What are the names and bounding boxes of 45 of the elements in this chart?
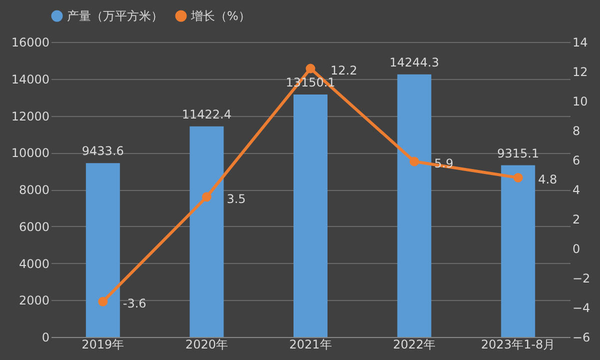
y2-tick-label: 12 xyxy=(572,65,588,79)
y2-tick-label: 4 xyxy=(572,183,580,197)
data-label: 9433.6 xyxy=(82,144,124,158)
y-tick-label: 8000 xyxy=(18,183,50,197)
y-tick-label: 14000 xyxy=(11,72,50,86)
point xyxy=(410,156,420,166)
data-label: 12.2 xyxy=(330,64,358,78)
bar xyxy=(86,163,120,337)
y2-tick-label: −2 xyxy=(572,272,590,286)
point xyxy=(306,64,316,74)
y-tick-label: 16000 xyxy=(11,36,50,50)
data-label: 14244.3 xyxy=(389,55,440,70)
x-tick-label: 2020年 xyxy=(185,338,228,352)
x-tick-label: 2022年 xyxy=(393,338,436,352)
bar xyxy=(190,126,224,337)
y2-tick-label: 10 xyxy=(572,94,588,108)
y2-tick-label: 6 xyxy=(572,154,580,168)
y2-tick-label: 0 xyxy=(572,242,580,256)
bar xyxy=(294,94,328,337)
y-tick-label: 6000 xyxy=(18,220,50,234)
x-tick-label: 2023年1-8月 xyxy=(481,338,556,352)
y-tick-label: 2000 xyxy=(18,294,50,308)
data-label: -3.6 xyxy=(122,296,146,311)
data-label: 4.8 xyxy=(538,172,558,187)
data-label: 11422.4 xyxy=(182,107,232,122)
y2-tick-label: −6 xyxy=(572,330,590,344)
legend-label: 增长（%） xyxy=(190,9,250,23)
data-label: 9315.1 xyxy=(497,146,540,160)
data-label: 3.5 xyxy=(226,192,246,206)
bar xyxy=(501,165,536,337)
y-tick-label: 12000 xyxy=(11,109,50,124)
point xyxy=(98,296,108,306)
y2-tick-label: −4 xyxy=(572,301,590,315)
y-tick-label: 4000 xyxy=(18,256,50,271)
bar xyxy=(397,74,432,337)
point xyxy=(513,172,523,182)
y2-tick-label: 8 xyxy=(572,124,580,138)
y2-tick-label: 2 xyxy=(572,212,580,226)
y2-tick-label: 14 xyxy=(572,36,588,50)
y-tick-label: 0 xyxy=(42,330,50,344)
x-tick-label: 2021年 xyxy=(289,338,332,352)
point xyxy=(202,192,212,202)
legend-label: 产量（万平方米） xyxy=(67,9,163,23)
y-tick-label: 10000 xyxy=(11,146,50,160)
x-tick-label: 2019年 xyxy=(82,338,124,352)
